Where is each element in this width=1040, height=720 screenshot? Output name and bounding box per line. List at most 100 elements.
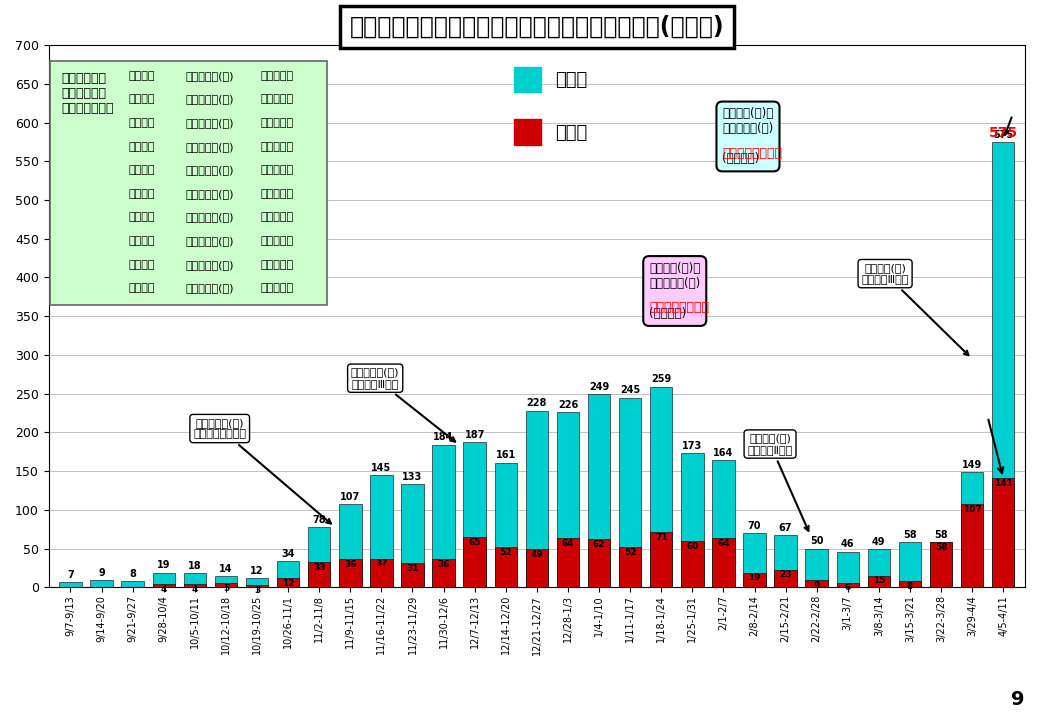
Text: 18: 18 [188, 561, 202, 571]
Text: 58: 58 [935, 543, 947, 552]
Text: 9: 9 [1011, 690, 1024, 709]
Bar [775, 536, 797, 588]
Bar [712, 538, 734, 588]
Text: 4: 4 [191, 585, 198, 594]
Legend: 奈良県, 奈良市: 奈良県, 奈良市 [506, 60, 595, 152]
Bar [867, 549, 890, 588]
Bar [339, 505, 362, 588]
Bar [214, 583, 237, 588]
Bar [650, 387, 673, 588]
Bar [992, 478, 1014, 588]
Text: ４月２日(金)
ステージⅢ移行: ４月２日(金) ステージⅢ移行 [861, 263, 968, 355]
Text: 64: 64 [562, 539, 574, 547]
Text: １８人目: １８人目 [128, 212, 155, 222]
Text: 14: 14 [219, 564, 233, 574]
Text: 33: 33 [313, 562, 326, 572]
Bar [153, 572, 175, 588]
Bar [122, 581, 144, 588]
Bar [867, 576, 890, 588]
Text: ８０代女性: ８０代女性 [260, 212, 293, 222]
Bar [681, 541, 703, 588]
Text: 49: 49 [873, 537, 886, 547]
Text: 228: 228 [526, 398, 547, 408]
Text: 6: 6 [844, 583, 851, 593]
Bar [90, 580, 112, 588]
Bar [495, 547, 517, 588]
Bar [681, 454, 703, 588]
Text: ３月２日(火)
ステージⅡ移行: ３月２日(火) ステージⅡ移行 [748, 433, 809, 531]
Bar [961, 472, 984, 588]
Text: 65: 65 [468, 538, 480, 546]
Text: ７０代男性: ７０代男性 [260, 142, 293, 151]
Bar [588, 539, 610, 588]
Text: 31: 31 [407, 564, 419, 573]
Text: １７人目: １７人目 [128, 189, 155, 199]
Text: 8: 8 [129, 569, 136, 579]
Bar [464, 537, 486, 588]
Text: 70: 70 [748, 521, 761, 531]
Bar [277, 578, 300, 588]
Text: ８０代女性: ８０代女性 [260, 189, 293, 199]
Text: １月１１日(月): １月１１日(月) [185, 71, 234, 81]
Text: 50: 50 [810, 536, 824, 546]
Bar [836, 552, 859, 588]
Bar [401, 563, 423, 588]
Bar [588, 395, 610, 588]
Text: ２１人目: ２１人目 [128, 283, 155, 293]
Bar [495, 463, 517, 588]
Text: 575: 575 [993, 130, 1013, 140]
Text: ７０代男性: ７０代男性 [260, 165, 293, 175]
Text: 58: 58 [903, 530, 917, 540]
Text: ３月２８日(日): ３月２８日(日) [185, 260, 234, 270]
Text: 245: 245 [620, 385, 641, 395]
Text: 19: 19 [748, 573, 761, 582]
Text: 60: 60 [686, 541, 699, 551]
Text: 4: 4 [160, 585, 167, 594]
Bar [806, 580, 828, 588]
Bar [899, 542, 921, 588]
Bar [930, 542, 953, 588]
Bar [744, 533, 765, 588]
Text: 58: 58 [934, 530, 947, 540]
Bar [245, 585, 268, 588]
Text: 19: 19 [157, 560, 171, 570]
Bar [370, 559, 392, 588]
Text: １月１８日(月): １月１８日(月) [185, 118, 234, 128]
Bar [184, 573, 206, 588]
Text: ２０人目: ２０人目 [128, 260, 155, 270]
Text: 62: 62 [593, 540, 605, 549]
Text: 145: 145 [371, 463, 391, 473]
Text: 107: 107 [963, 505, 982, 514]
Bar [245, 578, 268, 588]
Text: 141: 141 [994, 479, 1013, 488]
Text: １５人目: １５人目 [128, 142, 155, 151]
Bar [836, 582, 859, 588]
Text: 78: 78 [312, 515, 326, 525]
Text: 34: 34 [282, 549, 295, 559]
Text: 36: 36 [344, 560, 357, 570]
Bar [650, 532, 673, 588]
Text: 173: 173 [682, 441, 702, 451]
Bar [775, 570, 797, 588]
Bar [464, 443, 486, 588]
Bar [433, 559, 454, 588]
Text: 575: 575 [989, 125, 1018, 140]
Text: １２人目: １２人目 [128, 71, 155, 81]
Text: 奈良市：１４１人: 奈良市：１４１人 [649, 301, 709, 314]
Text: 164: 164 [713, 448, 733, 458]
Bar [899, 581, 921, 588]
Text: ７０代男性: ７０代男性 [260, 260, 293, 270]
Text: ４月５日(月)～
４月１１日(日)

(過去最多): ４月５日(月)～ ４月１１日(日) (過去最多) [723, 107, 774, 166]
Bar [153, 584, 175, 588]
Text: ３月２２日(月): ３月２２日(月) [185, 212, 234, 222]
Text: １９人目: １９人目 [128, 236, 155, 246]
Text: １６人目: １６人目 [128, 165, 155, 175]
Text: 52: 52 [624, 548, 636, 557]
Bar [184, 584, 206, 588]
Text: 71: 71 [655, 533, 668, 542]
Text: ７０代女性: ７０代女性 [260, 94, 293, 104]
FancyBboxPatch shape [50, 60, 327, 305]
Bar [59, 582, 82, 588]
Bar [277, 561, 300, 588]
Text: ７０代女性: ７０代女性 [260, 118, 293, 128]
